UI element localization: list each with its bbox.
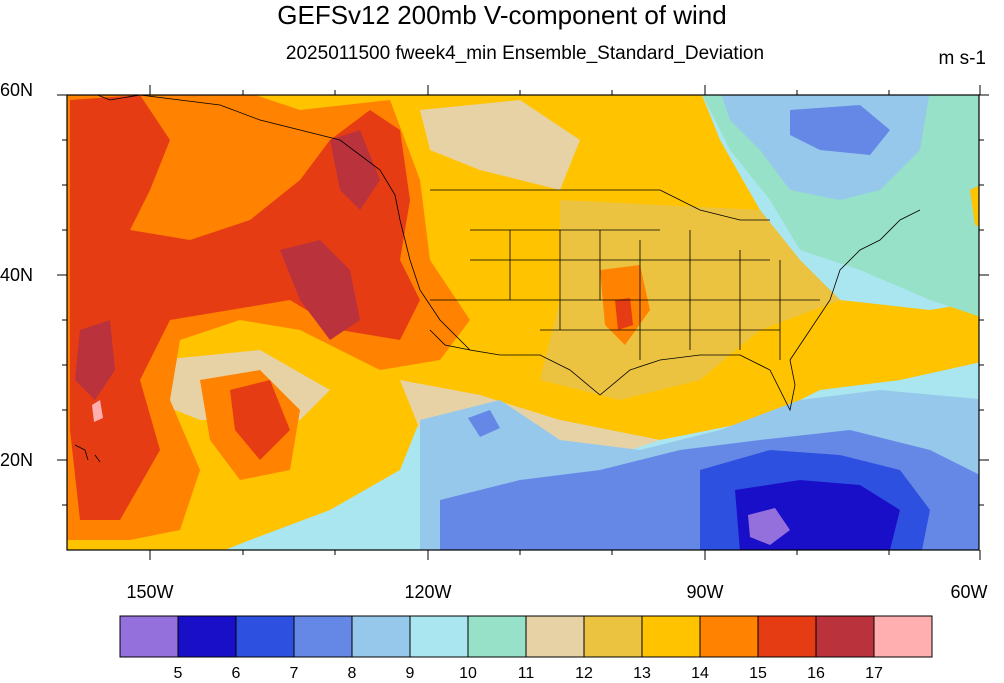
- lat-label-20n: 20N: [0, 450, 34, 470]
- lon-label-120w: 120W: [404, 582, 452, 602]
- colorbar-tick-label: 8: [347, 665, 357, 682]
- contour-17-dot: [92, 400, 103, 422]
- colorbar-box: [873, 615, 933, 658]
- colorbar-box: [583, 615, 643, 658]
- colorbar-tick-label: 9: [405, 665, 415, 682]
- map-frame: [66, 94, 980, 551]
- colorbar-box: [815, 615, 875, 658]
- colorbar-box: [757, 615, 817, 658]
- contour-17-cores: [75, 130, 380, 400]
- colorbar-box: [467, 615, 527, 658]
- colorbar-tick-label: 13: [633, 665, 651, 682]
- contour-field: [67, 95, 979, 550]
- contour-16-core: [70, 95, 420, 520]
- contour-8-hudson: [790, 105, 890, 155]
- colorbar-box: [119, 615, 179, 658]
- colorbar-tick-label: 7: [289, 665, 299, 682]
- colorbar-tick-label: 16: [807, 665, 825, 682]
- contour-16-oklahoma: [615, 298, 633, 330]
- units-label: m s-1: [938, 48, 987, 69]
- colorbar: [119, 615, 933, 658]
- lat-label-40n: 40N: [0, 265, 34, 285]
- lon-label-150w: 150W: [126, 582, 174, 602]
- colorbar-box: [177, 615, 237, 658]
- colorbar-tick-label: 10: [459, 665, 477, 682]
- axis-ticks: [57, 85, 989, 560]
- colorbar-tick-label: 17: [865, 665, 883, 682]
- contour-5-caribbean: [748, 508, 790, 545]
- map-title: GEFSv12 200mb V-component of wind: [277, 0, 727, 30]
- map-subtitle: 2025011500 fweek4_min Ensemble_Standard_…: [285, 43, 765, 64]
- colorbar-tick-label: 6: [231, 665, 241, 682]
- colorbar-box: [235, 615, 295, 658]
- colorbar-box: [699, 615, 759, 658]
- colorbar-box: [293, 615, 353, 658]
- colorbar-tick-label: 5: [173, 665, 183, 682]
- contour-11-plains: [420, 100, 580, 190]
- colorbar-box: [641, 615, 701, 658]
- colorbar-tick-label: 15: [749, 665, 767, 682]
- colorbar-box: [525, 615, 585, 658]
- lon-label-90w: 90W: [686, 582, 724, 602]
- lat-label-60n: 60N: [0, 80, 34, 100]
- colorbar-tick-label: 14: [691, 665, 709, 682]
- lon-label-60w: 60W: [950, 582, 988, 602]
- colorbar-tick-label: 12: [575, 665, 593, 682]
- contour-13-nova-scotia: [970, 185, 979, 227]
- colorbar-box: [351, 615, 411, 658]
- contour-8-patch: [468, 410, 500, 437]
- colorbar-tick-label: 11: [517, 665, 535, 682]
- coastlines: [74, 95, 921, 463]
- colorbar-box: [409, 615, 469, 658]
- contour-16-south: [230, 380, 290, 460]
